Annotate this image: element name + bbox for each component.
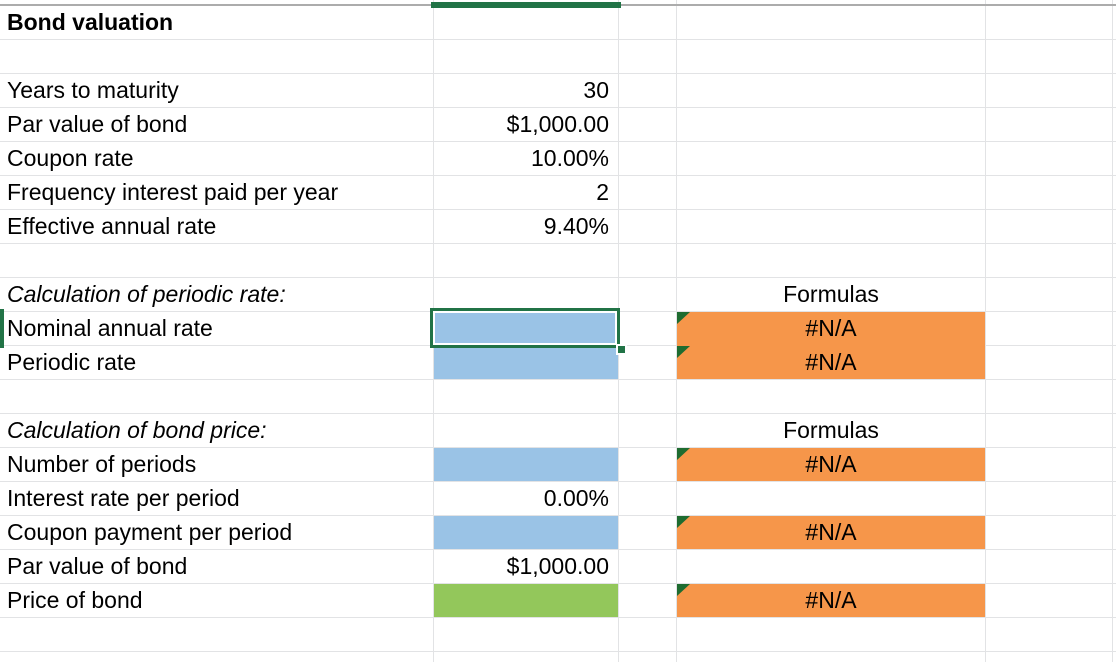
cell-price-of-bond-formula[interactable]: #N/A bbox=[805, 587, 857, 613]
cell-price-of-bond-result[interactable] bbox=[434, 584, 618, 617]
formula-cell-nominal-periodic[interactable] bbox=[677, 312, 985, 379]
cell-par-value-2-value[interactable]: $1,000.00 bbox=[506, 553, 609, 579]
cell-coupon-payment-input[interactable] bbox=[434, 516, 618, 549]
cell-coupon-payment-formula[interactable]: #N/A bbox=[805, 519, 857, 545]
cell-interest-rate-per-period-value[interactable]: 0.00% bbox=[543, 485, 609, 511]
gridline-horizontal bbox=[0, 73, 1116, 74]
gridline-vertical bbox=[1112, 0, 1113, 662]
cell-periodic-rate-formula[interactable]: #N/A bbox=[805, 349, 857, 375]
gridline-horizontal bbox=[0, 141, 1116, 142]
cell-number-of-periods-input[interactable] bbox=[434, 448, 618, 481]
cell-frequency-label[interactable]: Frequency interest paid per year bbox=[7, 179, 339, 205]
gridline-horizontal bbox=[0, 617, 1116, 618]
gridline-horizontal bbox=[0, 175, 1116, 176]
cell-par-value-label[interactable]: Par value of bond bbox=[7, 111, 188, 137]
fill-handle[interactable] bbox=[616, 344, 627, 355]
cell-effective-rate-label[interactable]: Effective annual rate bbox=[7, 213, 217, 239]
cell-number-of-periods-label[interactable]: Number of periods bbox=[7, 451, 197, 477]
cell-years-to-maturity-label[interactable]: Years to maturity bbox=[7, 77, 179, 103]
formulas-header-periodic[interactable]: Formulas bbox=[783, 281, 879, 307]
cell-interest-rate-per-period-label[interactable]: Interest rate per period bbox=[7, 485, 240, 511]
gridline-horizontal bbox=[0, 379, 1116, 380]
gridline-horizontal bbox=[0, 447, 1116, 448]
cell-par-value-2-label[interactable]: Par value of bond bbox=[7, 553, 188, 579]
cell-years-to-maturity-value[interactable]: 30 bbox=[583, 77, 609, 103]
cell-price-of-bond-label[interactable]: Price of bond bbox=[7, 587, 143, 613]
cell-number-of-periods-formula[interactable]: #N/A bbox=[805, 451, 857, 477]
gridline-horizontal bbox=[0, 481, 1116, 482]
gridline-horizontal bbox=[0, 209, 1116, 210]
cell-coupon-rate-value[interactable]: 10.00% bbox=[530, 145, 609, 171]
cell-periodic-rate-input[interactable] bbox=[434, 346, 618, 379]
selected-cell[interactable] bbox=[430, 308, 620, 348]
cell-nominal-annual-rate-label[interactable]: Nominal annual rate bbox=[7, 315, 213, 341]
cell-nominal-annual-rate-formula[interactable]: #N/A bbox=[805, 315, 857, 341]
section-heading-bond-price[interactable]: Calculation of bond price: bbox=[7, 417, 267, 443]
gridline-horizontal bbox=[0, 243, 1116, 244]
formula-cell-number-of-periods[interactable] bbox=[677, 448, 985, 481]
error-indicator-triangle-icon bbox=[677, 584, 690, 596]
selected-row-accent bbox=[0, 309, 4, 348]
cell-periodic-rate-label[interactable]: Periodic rate bbox=[7, 349, 137, 375]
gridline-horizontal bbox=[0, 515, 1116, 516]
formula-cell-price-of-bond[interactable] bbox=[677, 584, 985, 617]
error-indicator-triangle-icon bbox=[677, 516, 690, 528]
gridline-horizontal bbox=[0, 651, 1116, 652]
cell-coupon-rate-label[interactable]: Coupon rate bbox=[7, 145, 134, 171]
cell-effective-rate-value[interactable]: 9.40% bbox=[543, 213, 609, 239]
gridline-horizontal bbox=[0, 413, 1116, 414]
cell-par-value-value[interactable]: $1,000.00 bbox=[506, 111, 609, 137]
cell-title[interactable]: Bond valuation bbox=[7, 9, 174, 35]
formulas-header-price[interactable]: Formulas bbox=[783, 417, 879, 443]
error-indicator-triangle-icon bbox=[677, 346, 690, 358]
formula-cell-coupon-payment[interactable] bbox=[677, 516, 985, 549]
gridline-horizontal bbox=[0, 107, 1116, 108]
cell-coupon-payment-label[interactable]: Coupon payment per period bbox=[7, 519, 293, 545]
error-indicator-triangle-icon bbox=[677, 448, 690, 460]
error-indicator-triangle-icon bbox=[677, 312, 690, 324]
gridline-vertical bbox=[676, 0, 677, 662]
gridline-horizontal bbox=[0, 39, 1116, 40]
gridline-horizontal bbox=[0, 583, 1116, 584]
gridline-horizontal bbox=[0, 549, 1116, 550]
cell-frequency-value[interactable]: 2 bbox=[596, 179, 609, 205]
section-heading-periodic-rate[interactable]: Calculation of periodic rate: bbox=[7, 281, 286, 307]
gridline-vertical bbox=[985, 0, 986, 662]
selected-column-accent bbox=[431, 2, 621, 8]
gridline-horizontal bbox=[0, 277, 1116, 278]
